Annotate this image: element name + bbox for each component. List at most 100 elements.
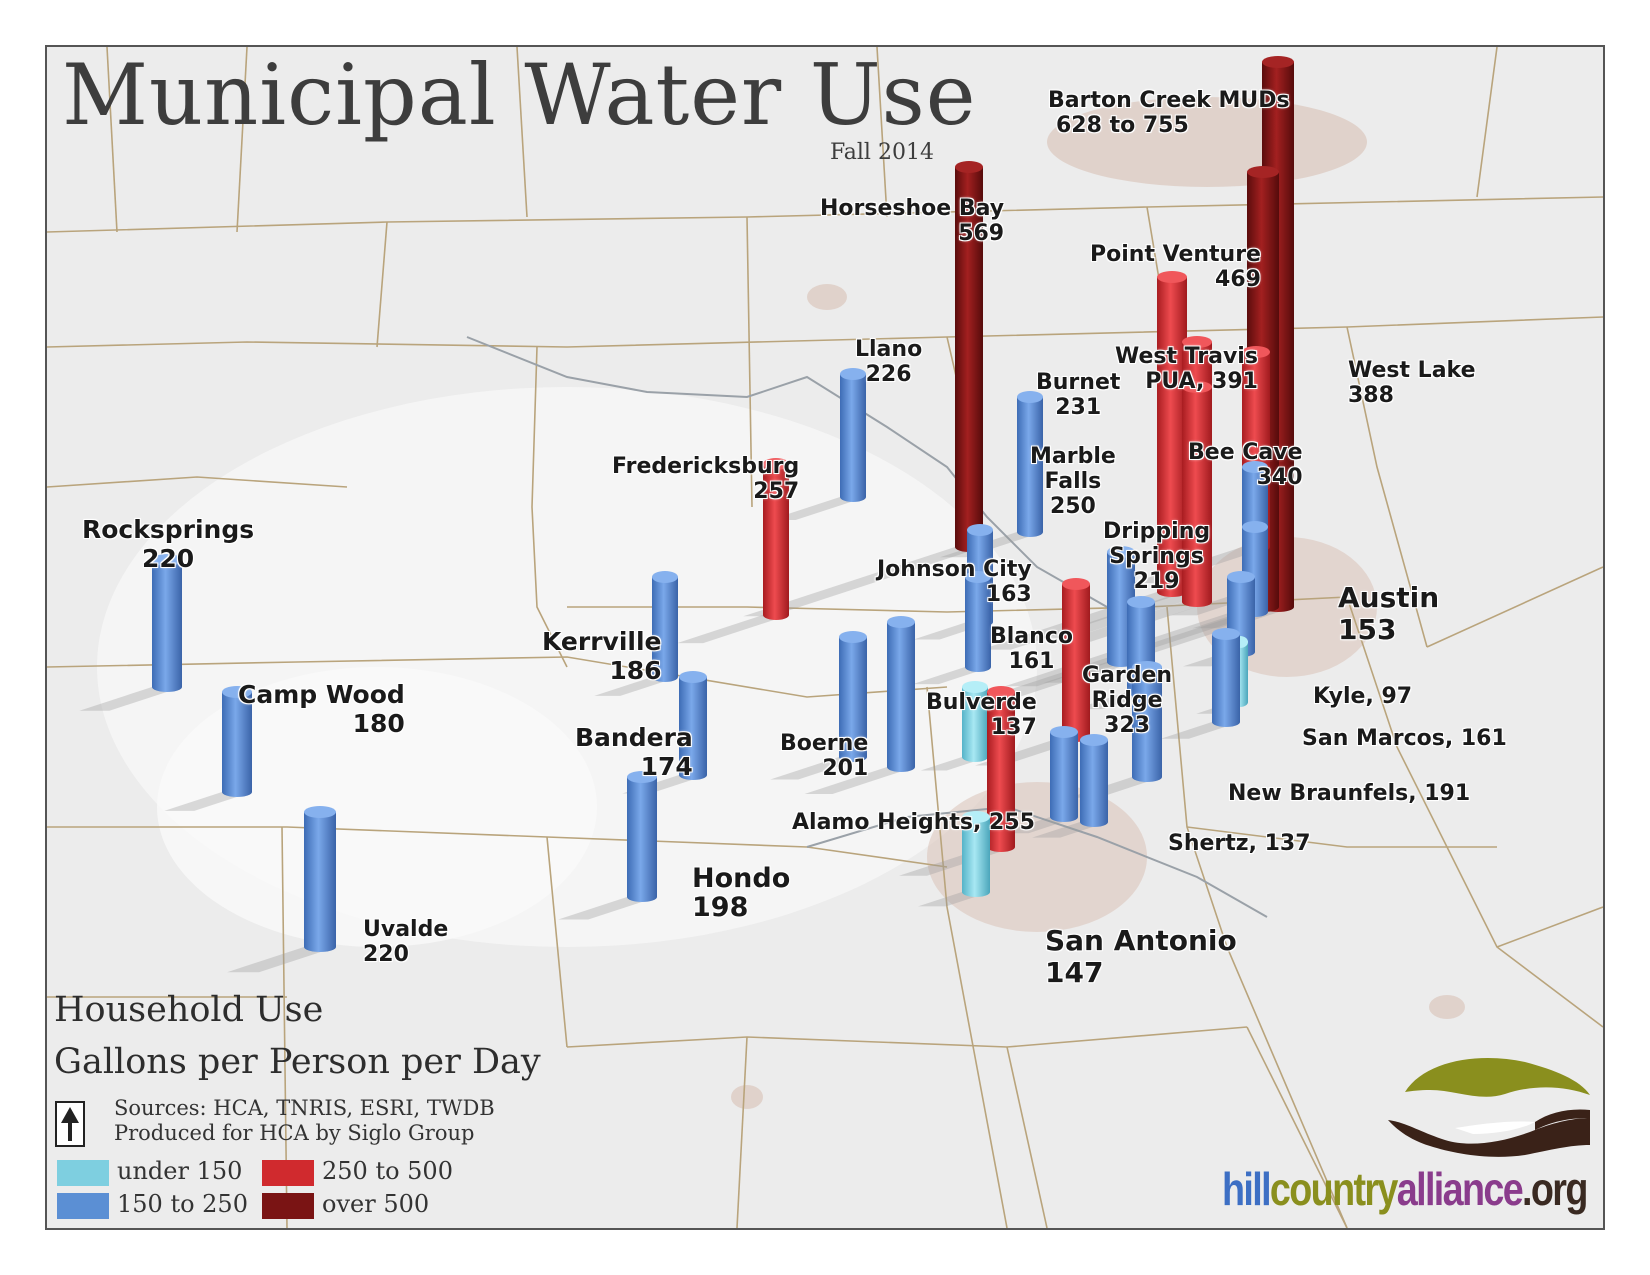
- label-boerne: Boerne 201: [780, 731, 869, 781]
- cylinder-body: [652, 577, 678, 677]
- cylinder-shadow: [743, 547, 983, 617]
- cylinder-bottom: [965, 662, 991, 672]
- cylinder-top: [1212, 628, 1240, 640]
- water-use-cylinder: [987, 686, 1015, 852]
- cylinder-shadow: [770, 757, 867, 780]
- legend-swatch-under-150: [57, 1160, 109, 1186]
- cylinder-bottom: [152, 682, 182, 692]
- legend-label-150-to-250: 150 to 250: [117, 1190, 248, 1218]
- cylinder-bottom: [1050, 812, 1078, 822]
- water-use-cylinder: [1080, 734, 1108, 827]
- label-barton-creek: Barton Creek MUDs 628 to 755: [1048, 88, 1290, 138]
- county-boundary: [236, 47, 248, 233]
- legend-swatch-over-500: [262, 1193, 314, 1219]
- cylinder-body: [679, 677, 707, 775]
- county-boundary: [926, 686, 1008, 1228]
- river-line: [806, 805, 1268, 918]
- water-use-cylinder: [652, 571, 678, 682]
- cylinder-shadow: [227, 947, 336, 973]
- urban-area-small: [1429, 995, 1465, 1019]
- urban-area-small: [731, 1085, 763, 1109]
- cylinder-body: [887, 622, 915, 767]
- cylinder-top: [1182, 381, 1212, 393]
- county-boundary: [1166, 606, 1348, 1228]
- cylinder-top: [1050, 726, 1078, 738]
- cylinder-body: [962, 817, 990, 892]
- cylinder-body: [987, 692, 1015, 847]
- cylinder-bottom: [652, 672, 678, 682]
- county-boundary: [1006, 1046, 1048, 1228]
- label-bulverde: Bulverde 137: [926, 690, 1037, 740]
- legend-heading-gallons: Gallons per Person per Day: [54, 1042, 541, 1082]
- cylinder-shadow: [804, 767, 915, 794]
- cylinder-top: [152, 554, 182, 566]
- cylinder-top: [965, 571, 991, 583]
- county-boundary: [1476, 47, 1498, 198]
- water-use-cylinder: [965, 571, 991, 672]
- cylinder-top: [967, 524, 993, 536]
- brand-part-alliance: alliance: [1396, 1163, 1524, 1215]
- cylinder-body: [1050, 732, 1078, 817]
- cylinder-top: [222, 686, 252, 698]
- legend-swatch-250-to-500: [262, 1160, 314, 1186]
- hill-country-alliance-logo: [1388, 1057, 1590, 1157]
- map-frame: [45, 45, 1605, 1230]
- county-boundary: [376, 221, 388, 348]
- label-johnson-city: Johnson City 163: [877, 557, 1032, 607]
- cylinder-top: [652, 571, 678, 583]
- label-san-antonio: San Antonio 147: [1045, 924, 1237, 989]
- cylinder-body: [222, 692, 252, 792]
- cylinder-bottom: [887, 762, 915, 772]
- cylinder-top: [1080, 734, 1108, 746]
- cylinder-top: [840, 368, 866, 380]
- cylinder-body: [1080, 740, 1108, 822]
- label-fredericksburg: Fredericksburg 257: [612, 454, 800, 504]
- north-arrow-icon: [55, 1101, 85, 1147]
- brand-part-hill: hill: [1222, 1163, 1272, 1215]
- county-boundary: [47, 316, 1603, 348]
- cylinder-body: [152, 560, 182, 687]
- relief-area: [157, 667, 597, 947]
- water-use-cylinder: [627, 771, 657, 902]
- cylinder-body: [1017, 397, 1043, 532]
- cylinder-body: [839, 637, 867, 757]
- water-use-cylinder: [763, 458, 789, 620]
- map-subtitle: Fall 2014: [830, 140, 934, 165]
- label-new-braunfels: New Braunfels, 191: [1228, 781, 1471, 806]
- cylinder-top: [955, 161, 983, 173]
- urban-area-small: [807, 284, 847, 310]
- water-use-cylinder: [962, 811, 990, 897]
- produced-text: Produced for HCA by Siglo Group: [114, 1121, 475, 1145]
- label-uvalde: Uvalde 220: [363, 917, 449, 967]
- cylinder-top: [1107, 546, 1135, 558]
- brand-url: hillcountryalliance.org: [1222, 1162, 1588, 1216]
- cylinder-body: [627, 777, 657, 897]
- cylinder-body: [763, 464, 789, 615]
- legend-sources: Sources: HCA, TNRIS, ESRI, TWDB Produced…: [114, 1096, 495, 1146]
- county-boundary: [1246, 1026, 1348, 1228]
- label-hondo: Hondo 198: [692, 863, 791, 923]
- water-use-cylinder: [962, 681, 988, 762]
- cylinder-bottom: [839, 752, 867, 762]
- cylinder-top: [1132, 661, 1162, 673]
- cylinder-bottom: [962, 887, 990, 897]
- label-alamo-heights: Alamo Heights, 255: [792, 810, 1035, 835]
- brand-part-country: country: [1269, 1163, 1398, 1215]
- county-boundary: [1186, 826, 1497, 848]
- cylinder-body: [955, 167, 983, 547]
- label-point-venture: Point Venture 469: [1090, 242, 1261, 292]
- label-kerrville: Kerrville 186: [542, 627, 662, 685]
- brand-part-org: .org: [1522, 1163, 1588, 1215]
- water-use-cylinder: [1132, 661, 1162, 782]
- cylinder-bottom: [1212, 717, 1240, 727]
- label-shertz: Shertz, 137: [1168, 831, 1311, 856]
- cylinder-body: [304, 812, 336, 947]
- county-boundary: [47, 476, 348, 488]
- legend-label-under-150: under 150: [117, 1157, 243, 1185]
- cylinder-top: [1227, 571, 1255, 583]
- cylinder-top: [987, 686, 1015, 698]
- cylinder-top: [1062, 578, 1090, 590]
- label-austin: Austin 153: [1338, 581, 1440, 646]
- cylinder-top: [1262, 56, 1294, 68]
- legend-heading-household: Household Use: [54, 990, 324, 1030]
